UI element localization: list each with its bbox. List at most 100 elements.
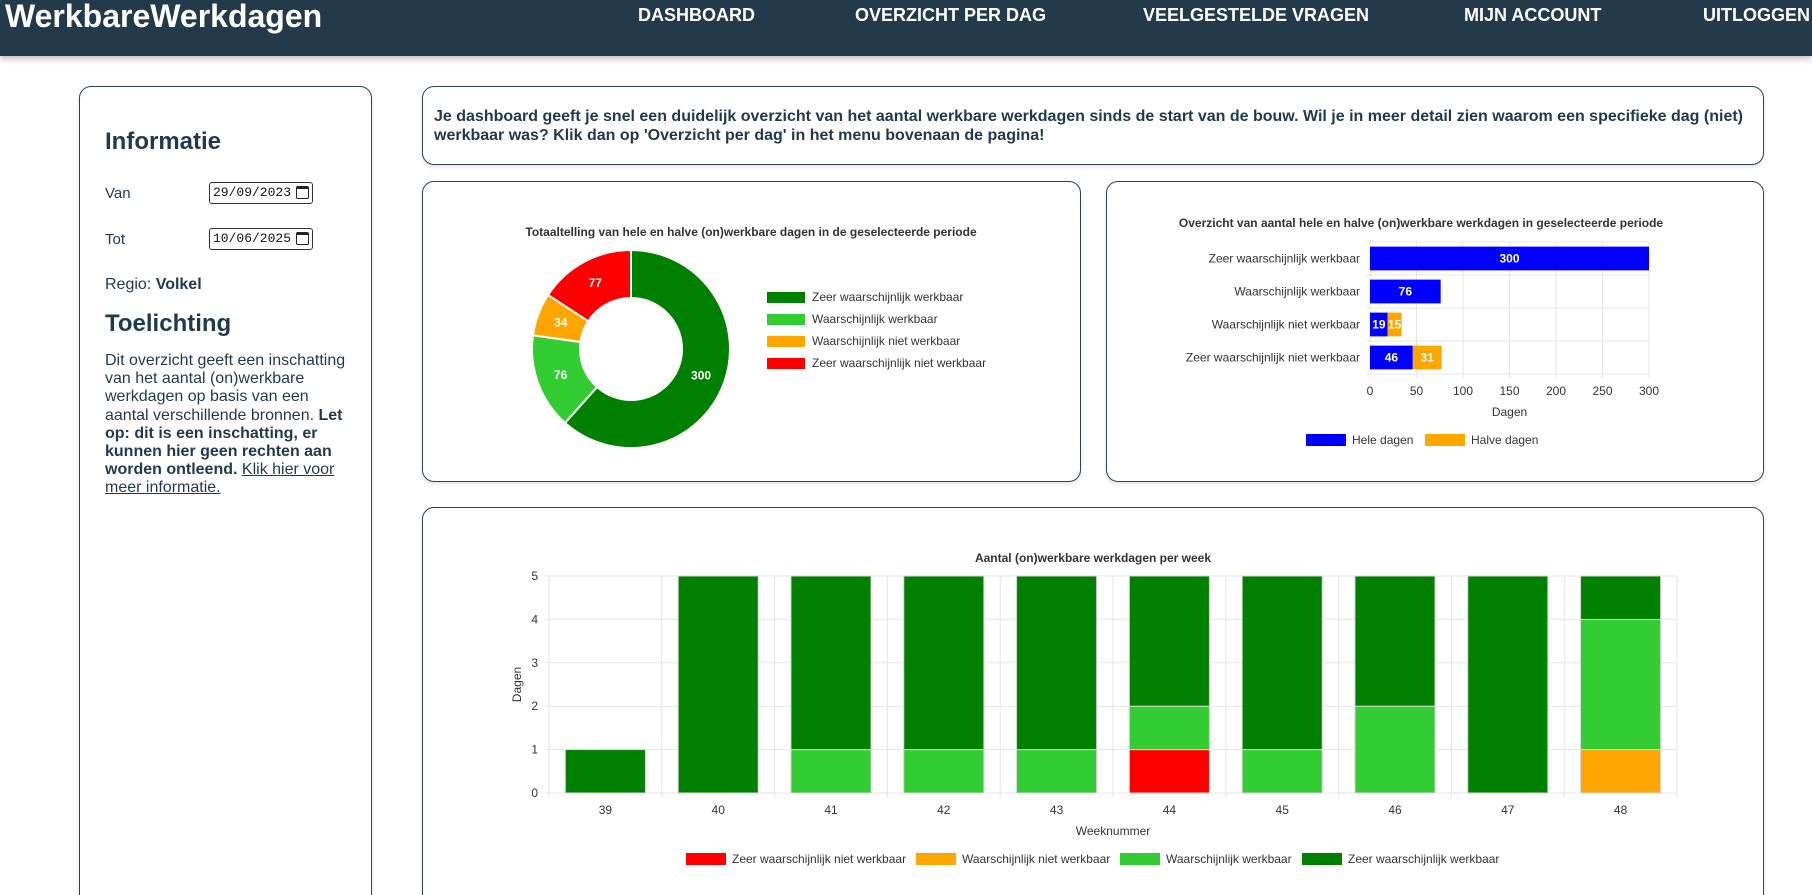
week-bar-waarschijnlijk-werkbaar[interactable]	[1241, 749, 1323, 794]
pie-legend-swatch[interactable]	[767, 292, 805, 303]
week-bar-waarschijnlijk-werkbaar[interactable]	[1016, 749, 1098, 794]
toelichting-warning: Let op: dit is een inschatting, er kunne…	[105, 406, 343, 479]
hbar-legend-swatch[interactable]	[1306, 434, 1346, 446]
week-chart: Aantal (on)werkbare werkdagen per week 0 1…	[510, 551, 1678, 866]
week-y-tick: 4	[531, 612, 538, 626]
week-legend-swatch[interactable]	[1120, 853, 1160, 865]
hbar-category-label: Waarschijnlijk werkbaar	[1234, 285, 1360, 299]
week-y-tick: 5	[531, 569, 538, 583]
calendar-icon[interactable]	[296, 232, 309, 245]
week-bar-waarschijnlijk-niet-werkbaar[interactable]	[1580, 749, 1662, 794]
hbar-legend-label[interactable]: Halve dagen	[1471, 433, 1538, 447]
hbar-bar-hele-dagen[interactable]	[1370, 312, 1388, 337]
pie-slice-zeer-waarschijnlijk-werkbaar[interactable]	[563, 248, 731, 449]
brand-logo[interactable]: WerkbareWerkdagen	[5, 0, 323, 34]
calendar-icon[interactable]	[296, 186, 309, 199]
week-legend-label[interactable]: Waarschijnlijk werkbaar	[1166, 852, 1292, 866]
week-legend-swatch[interactable]	[686, 853, 726, 865]
week-bar-zeer-waarschijnlijk-werkbaar[interactable]	[677, 575, 759, 794]
week-bar-zeer-waarschijnlijk-werkbaar[interactable]	[1467, 575, 1549, 794]
hbar-legend-label[interactable]: Hele dagen	[1352, 433, 1413, 447]
week-bar-zeer-waarschijnlijk-werkbaar[interactable]	[1241, 575, 1323, 751]
week-bar-zeer-waarschijnlijk-werkbaar[interactable]	[1016, 575, 1098, 751]
week-y-tick: 2	[531, 699, 538, 713]
week-bar-waarschijnlijk-werkbaar[interactable]	[903, 749, 985, 794]
nav-dashboard[interactable]: DASHBOARD	[638, 5, 755, 25]
intro-card	[422, 86, 1764, 165]
week-legend-label[interactable]: Zeer waarschijnlijk werkbaar	[1348, 852, 1499, 866]
tot-date-value: 10/06/2025	[213, 231, 292, 246]
week-bar-zeer-waarschijnlijk-werkbaar[interactable]	[1580, 575, 1662, 620]
week-y-tick: 0	[531, 786, 538, 800]
hbar-bar-value: 46	[1385, 351, 1399, 365]
week-x-tick: 47	[1501, 803, 1515, 817]
intro-text: Je dashboard geeft je snel een duidelijk…	[434, 108, 1743, 144]
pie-slice-value: 77	[589, 276, 603, 290]
hbar-title: Overzicht van aantal hele en halve (on)w…	[1179, 216, 1664, 230]
pie-legend-swatch[interactable]	[767, 358, 805, 369]
hbar-x-tick: 250	[1592, 384, 1612, 398]
hbar-x-tick: 0	[1367, 384, 1374, 398]
hbar-bar-halve-dagen[interactable]	[1412, 345, 1442, 370]
week-bar-zeer-waarschijnlijk-werkbaar[interactable]	[903, 575, 985, 751]
nav-overzicht-per-dag[interactable]: OVERZICHT PER DAG	[855, 5, 1047, 25]
hbar-chart-card	[1106, 181, 1764, 482]
nav-veelgestelde-vragen[interactable]: VEELGESTELDE VRAGEN	[1143, 5, 1370, 25]
week-bar-waarschijnlijk-werkbaar[interactable]	[1128, 705, 1210, 751]
hbar-x-tick: 100	[1453, 384, 1473, 398]
toelichting-part1: Dit overzicht geeft een inschatting van …	[105, 352, 346, 424]
hbar-category-label: Waarschijnlijk niet werkbaar	[1212, 318, 1360, 332]
pie-slice-zeer-waarschijnlijk-niet-werkbaar[interactable]	[546, 248, 632, 323]
nav-mijn-account[interactable]: MIJN ACCOUNT	[1464, 5, 1602, 25]
week-x-tick: 40	[712, 803, 726, 817]
week-x-axis-label: Weeknummer	[1076, 824, 1150, 838]
week-legend-label[interactable]: Waarschijnlijk niet werkbaar	[962, 852, 1110, 866]
pie-legend-label[interactable]: Waarschijnlijk werkbaar	[812, 312, 938, 326]
pie-legend-swatch[interactable]	[767, 336, 805, 347]
hbar-bar-hele-dagen[interactable]	[1370, 279, 1441, 304]
nav-uitloggen[interactable]: UITLOGGEN	[1703, 5, 1810, 25]
hbar-bar-hele-dagen[interactable]	[1370, 246, 1649, 271]
hbar-legend-swatch[interactable]	[1425, 434, 1465, 446]
pie-legend-label[interactable]: Waarschijnlijk niet werkbaar	[812, 334, 960, 348]
week-bar-zeer-waarschijnlijk-werkbaar[interactable]	[790, 575, 872, 751]
pie-title: Totaaltelling van hele en halve (on)werk…	[525, 225, 977, 239]
region-info: Regio: Volkel	[105, 276, 202, 294]
hbar-bar-halve-dagen[interactable]	[1387, 312, 1402, 337]
region-label: Regio:	[105, 276, 152, 293]
week-x-tick: 43	[1050, 803, 1064, 817]
week-bar-zeer-waarschijnlijk-werkbaar[interactable]	[1354, 575, 1436, 707]
van-date-input[interactable]: 29/09/2023	[209, 182, 313, 204]
hbar-bar-value: 76	[1399, 285, 1413, 299]
week-bar-zeer-waarschijnlijk-werkbaar[interactable]	[1128, 575, 1210, 707]
hbar-x-axis-label: Dagen	[1492, 405, 1527, 419]
week-x-tick: 41	[824, 803, 838, 817]
toelichting-title: Toelichting	[105, 310, 232, 337]
week-bar-waarschijnlijk-werkbaar[interactable]	[790, 749, 872, 794]
week-legend-swatch[interactable]	[916, 853, 956, 865]
week-bar-waarschijnlijk-werkbaar[interactable]	[1580, 618, 1662, 751]
week-x-tick: 46	[1388, 803, 1402, 817]
hbar-bar-hele-dagen[interactable]	[1370, 345, 1413, 370]
pie-legend-label[interactable]: Zeer waarschijnlijk werkbaar	[812, 290, 963, 304]
week-bar-waarschijnlijk-werkbaar[interactable]	[1354, 705, 1436, 794]
pie-slice-value: 300	[691, 369, 711, 383]
hbar-x-tick: 150	[1499, 384, 1519, 398]
pie-legend-label[interactable]: Zeer waarschijnlijk niet werkbaar	[812, 356, 986, 370]
region-value: Volkel	[155, 276, 202, 293]
hbar-bar-value: 19	[1372, 318, 1386, 332]
week-bar-zeer-waarschijnlijk-niet-werkbaar[interactable]	[1128, 749, 1210, 794]
week-x-tick: 42	[937, 803, 951, 817]
tot-label: Tot	[105, 231, 126, 248]
week-legend-swatch[interactable]	[1302, 853, 1342, 865]
hbar-category-label: Zeer waarschijnlijk niet werkbaar	[1186, 351, 1360, 365]
hbar-x-tick: 200	[1546, 384, 1566, 398]
tot-date-input[interactable]: 10/06/2025	[209, 228, 313, 250]
week-y-tick: 3	[531, 656, 538, 670]
week-x-tick: 48	[1614, 803, 1628, 817]
hbar-chart: Overzicht van aantal hele en halve (on)w…	[1179, 216, 1664, 447]
pie-legend-swatch[interactable]	[767, 314, 805, 325]
week-legend-label[interactable]: Zeer waarschijnlijk niet werkbaar	[732, 852, 906, 866]
more-info-link[interactable]: Klik hier voor meer informatie.	[105, 461, 335, 497]
week-bar-zeer-waarschijnlijk-werkbaar[interactable]	[564, 749, 646, 794]
